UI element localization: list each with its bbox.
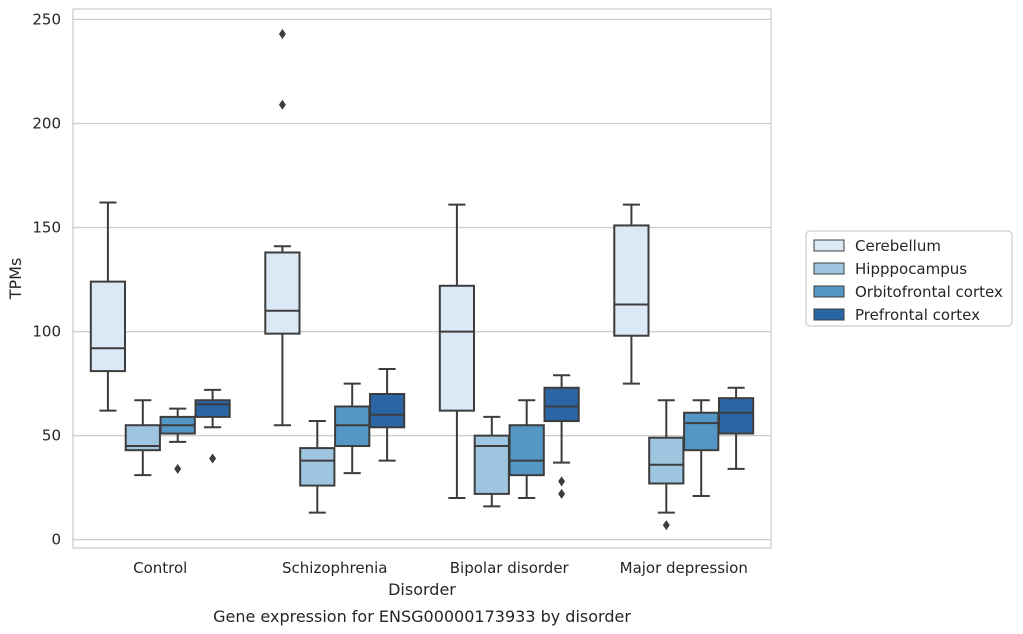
y-tick-label: 0 [51, 531, 61, 549]
box-1-2 [334, 382, 371, 475]
plot-area-frame [72, 8, 772, 549]
x-tick-label: Schizophrenia [282, 559, 387, 577]
box-3-0 [613, 203, 650, 385]
legend-swatch [813, 239, 845, 252]
box-1-1 [299, 420, 336, 514]
y-tick-label: 200 [32, 114, 61, 132]
legend-swatch [813, 262, 845, 275]
box-iqr [264, 251, 301, 335]
x-tick-label: Control [133, 559, 187, 577]
y-axis-label: TPMs [6, 258, 25, 301]
box-iqr [717, 397, 755, 435]
legend-item: Cerebellum [813, 237, 941, 255]
box-iqr [438, 284, 476, 412]
outlier-point [278, 28, 286, 39]
box-iqr [543, 386, 580, 423]
box-iqr [194, 399, 231, 418]
box-0-1 [124, 399, 161, 477]
x-axis-ticks: Control Schizophrenia Bipolar disorder Majo… [133, 559, 748, 577]
legend-swatch [813, 308, 845, 321]
box-1-0 [264, 28, 301, 427]
box-0-2 [159, 407, 196, 474]
legend-item: Hipppocampus [813, 260, 967, 278]
box-3-1 [648, 399, 685, 531]
box-iqr [368, 393, 406, 429]
y-axis-ticks: 0 50 100 150 200 250 [32, 10, 61, 548]
y-tick-label: 100 [32, 323, 61, 341]
box-iqr [613, 224, 650, 337]
legend-frame [805, 230, 1013, 327]
y-tick-label: 50 [42, 427, 61, 445]
outlier-point [278, 99, 286, 110]
legend-label: Hipppocampus [855, 260, 967, 278]
y-tick-label: 250 [32, 10, 61, 28]
box-iqr [89, 280, 127, 373]
outlier-point [174, 463, 182, 474]
box-1-3 [368, 368, 406, 462]
outlier-point [662, 520, 670, 531]
x-axis-label: Disorder [388, 580, 456, 599]
box-iqr [508, 424, 545, 477]
box-iqr [334, 405, 371, 448]
box-2-2 [508, 399, 545, 500]
box-2-0 [438, 203, 476, 500]
box-iqr [299, 447, 336, 487]
box-iqr [683, 411, 720, 452]
legend-label: Prefrontal cortex [855, 306, 980, 324]
box-2-1 [473, 415, 510, 508]
outlier-point [558, 476, 566, 487]
figure-caption: Gene expression for ENSG00000173933 by d… [213, 607, 631, 626]
legend-swatch [813, 285, 845, 298]
box-0-3 [194, 388, 231, 464]
boxes [89, 28, 755, 531]
legend-label: Cerebellum [855, 237, 941, 255]
box-iqr [473, 434, 510, 495]
legend-item: Prefrontal cortex [813, 306, 980, 324]
box-iqr [648, 436, 685, 485]
legend: Cerebellum Hipppocampus Orbitofrontal cort… [805, 230, 1013, 327]
legend-label: Orbitofrontal cortex [855, 283, 1003, 301]
gridlines [73, 18, 771, 541]
box-3-3 [717, 386, 755, 470]
y-tick-label: 150 [32, 219, 61, 237]
x-tick-label: Major depression [620, 559, 748, 577]
box-3-2 [683, 399, 720, 497]
box-2-3 [543, 374, 580, 499]
legend-item: Orbitofrontal cortex [813, 283, 1003, 301]
box-0-0 [89, 201, 127, 412]
x-tick-label: Bipolar disorder [450, 559, 570, 577]
outlier-point [209, 453, 217, 464]
outlier-point [558, 488, 566, 499]
